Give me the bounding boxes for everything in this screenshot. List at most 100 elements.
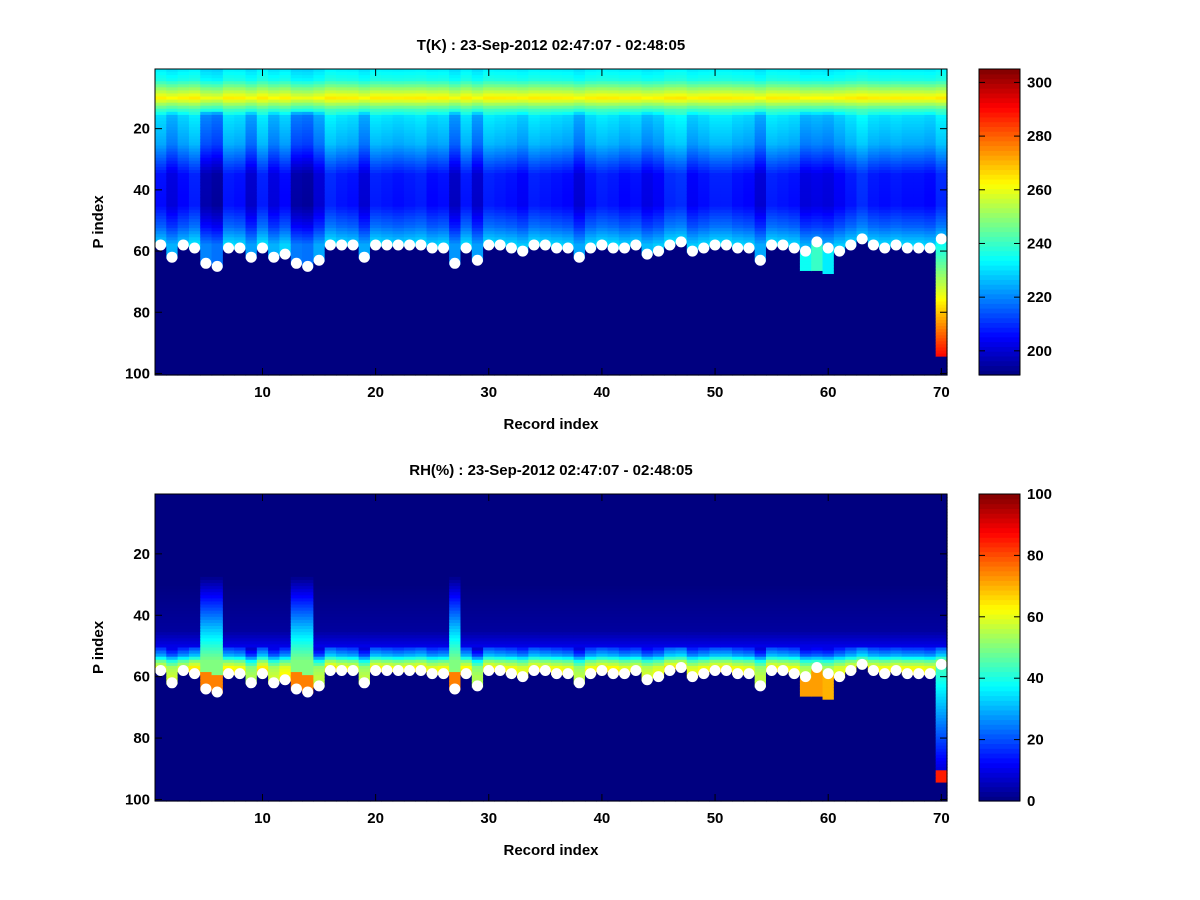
heatmap-cell [155,69,167,73]
heatmap-cell [336,102,348,107]
heatmap-cell [188,154,201,159]
heatmap-cell [268,105,281,110]
heatmap-cell [188,371,201,376]
heatmap-cell [188,102,201,107]
heatmap-cell [177,362,190,367]
heatmap-cell [279,188,292,192]
heatmap-cell [177,322,190,327]
heatmap-cell [234,280,247,284]
heatmap-cell [188,310,201,315]
heatmap-cell [268,139,281,144]
heatmap-cell [313,93,326,98]
heatmap-cell [222,72,235,76]
heatmap-cell [222,344,235,349]
heatmap-cell [200,368,213,373]
heatmap-cell [177,353,190,358]
heatmap-cell [369,365,382,370]
heatmap-cell [188,255,201,260]
heatmap-cell [245,111,258,116]
heatmap-cell [381,298,394,303]
heatmap-cell [268,264,281,269]
heatmap-cell [200,169,213,174]
heatmap-cell [302,368,314,373]
heatmap-cell [177,136,190,140]
heatmap-cell [369,353,382,358]
heatmap-cell [369,151,382,156]
heatmap-cell [290,179,303,183]
heatmap-cell [369,194,382,199]
heatmap-cell [234,277,247,281]
heatmap-cell [392,96,405,101]
heatmap-cell [290,322,303,327]
heatmap-cell [200,111,213,116]
heatmap-cell [336,145,348,150]
heatmap-cell [234,215,247,220]
heatmap-cell [155,341,167,345]
heatmap-cell [313,307,326,312]
heatmap-cell [211,258,224,263]
heatmap-cell [155,307,167,312]
heatmap-cell [177,298,190,303]
heatmap-cell [155,225,167,229]
heatmap-cell [268,102,281,107]
heatmap-cell [188,231,201,235]
heatmap-cell [324,283,337,287]
heatmap-cell [211,139,224,144]
heatmap-cell [211,350,224,355]
heatmap-cell [166,157,179,162]
heatmap-cell [166,280,179,284]
heatmap-cell [188,169,201,174]
heatmap-cell [256,347,269,352]
heatmap-cell [166,237,179,241]
heatmap-cell [347,163,360,168]
heatmap-cell [290,169,303,174]
heatmap-cell [324,87,337,92]
heatmap-cell [256,301,269,306]
heatmap-cell [313,362,326,367]
heatmap-cell [200,332,213,336]
heatmap-cell [245,319,258,324]
heatmap-cell [336,231,348,235]
heatmap-cell [177,130,190,134]
heatmap-cell [369,295,382,300]
heatmap-cell [166,185,179,189]
heatmap-cell [234,359,247,364]
heatmap-cell [302,194,314,199]
heatmap-cell [211,87,224,92]
heatmap-cell [336,335,348,339]
heatmap-cell [336,228,348,232]
heatmap-cell [313,301,326,306]
heatmap-cell [290,127,303,131]
heatmap-cell [155,252,167,257]
heatmap-cell [313,203,326,208]
heatmap-cell [324,169,337,174]
heatmap-cell [336,185,348,189]
heatmap-cell [222,286,235,290]
heatmap-cell [347,124,360,128]
heatmap-cell [302,173,314,177]
heatmap-cell [347,185,360,189]
heatmap-cell [200,139,213,144]
heatmap-cell [324,191,337,196]
heatmap-cell [268,209,281,214]
heatmap-cell [369,307,382,312]
heatmap-cell [211,252,224,257]
heatmap-cell [177,301,190,306]
heatmap-cell [211,197,224,202]
heatmap-cell [166,96,179,101]
heatmap-cell [336,295,348,300]
heatmap-cell [234,231,247,235]
heatmap-cell [313,185,326,189]
heatmap-cell [211,246,224,251]
heatmap-cell [324,289,337,293]
heatmap-cell [211,179,224,183]
heatmap-cell [313,142,326,147]
heatmap-cell [358,319,371,324]
heatmap-cell [290,295,303,300]
heatmap-cell [200,84,213,88]
heatmap-cell [177,105,190,110]
heatmap-cell [336,182,348,186]
heatmap-cell [324,206,337,211]
heatmap-cell [188,114,201,119]
heatmap-cell [245,322,258,327]
